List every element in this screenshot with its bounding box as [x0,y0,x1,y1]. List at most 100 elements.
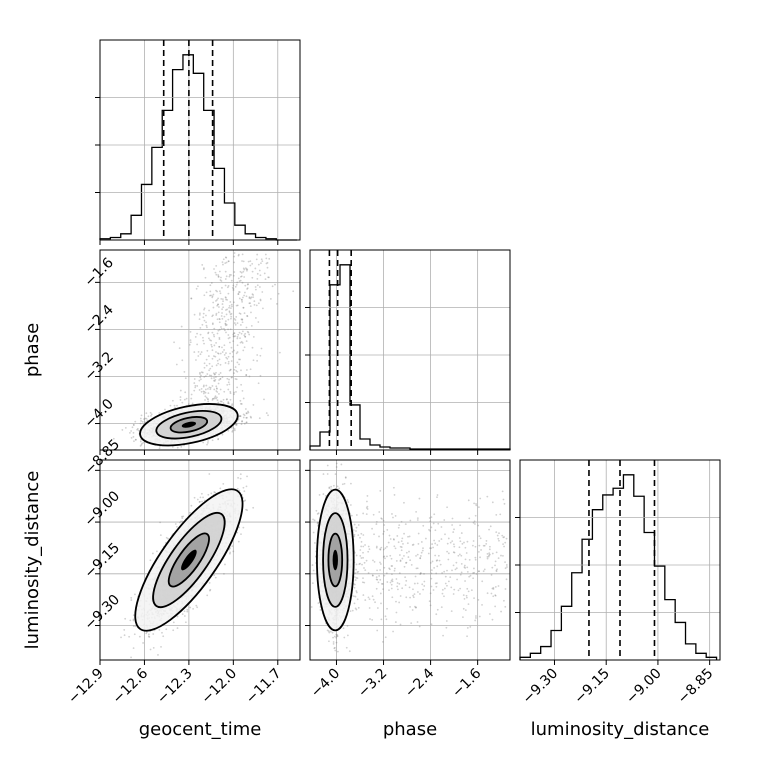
scatter-point [172,629,175,632]
scatter-point [205,358,208,361]
scatter-point [236,370,239,373]
scatter-point [227,402,229,405]
scatter-point [199,376,202,379]
scatter-point [196,498,199,501]
scatter-point [223,315,226,318]
scatter-point [259,274,262,277]
scatter-point [243,312,246,315]
scatter-point [218,328,221,331]
scatter-point [231,430,234,433]
scatter-point [233,391,236,394]
scatter-point [230,312,233,315]
scatter-point [250,311,252,314]
scatter-point [213,335,216,338]
scatter-point [202,336,204,339]
scatter-point [221,261,224,264]
scatter-point [203,362,206,365]
scatter-point [139,440,142,443]
scatter-point [235,352,238,355]
scatter-point [231,403,234,406]
scatter-point [198,318,201,321]
scatter-point [218,345,221,348]
scatter-point [244,332,247,335]
scatter-point [245,485,248,488]
scatter-point [213,344,216,347]
scatter-point [220,297,223,300]
scatter-point [221,298,224,301]
scatter-point [218,270,221,273]
scatter-point [181,359,184,362]
scatter-point [145,632,148,635]
scatter-point [252,359,255,362]
scatter-point [217,329,220,332]
scatter-point [112,437,115,440]
scatter-point [150,413,153,416]
scatter-point [201,264,204,266]
scatter-point [184,377,187,380]
scatter-point [147,415,150,418]
scatter-point [213,380,216,382]
scatter-point [216,303,219,306]
scatter-point [217,437,220,440]
scatter-point [167,537,169,540]
scatter-point [136,428,138,431]
scatter-point [243,414,246,417]
scatter-point [218,379,221,381]
scatter-point [229,301,232,303]
scatter-point [231,305,233,308]
scatter-point [176,446,179,449]
scatter-point [215,364,218,367]
scatter-point [252,294,255,296]
y-tick-label: −1.6 [82,255,117,290]
scatter-point [124,426,127,429]
scatter-point [239,275,242,278]
scatter-point [232,427,235,429]
scatter-point [256,253,259,256]
scatter-point [246,269,248,272]
scatter-point [132,647,135,650]
scatter-point [233,261,235,264]
scatter-point [151,552,154,555]
scatter-point [207,440,209,442]
scatter-point [238,291,240,293]
scatter-point [226,298,229,301]
scatter-point [232,333,235,336]
scatter-point [239,341,242,344]
scatter-point [238,415,241,418]
scatter-point [241,318,244,321]
scatter-point [184,391,187,394]
scatter-point [240,533,242,535]
scatter-point [236,335,239,338]
scatter-point [134,438,137,441]
scatter-point [191,402,194,405]
scatter-point [238,526,241,529]
scatter-point [246,283,249,286]
scatter-point [222,306,225,309]
scatter-point [253,303,256,306]
scatter-point [140,414,143,417]
scatter-point [204,391,207,394]
scatter-point [236,322,239,325]
scatter-point [255,258,258,261]
scatter-point [242,260,245,263]
scatter-point [232,274,235,277]
scatter-point [224,320,227,323]
scatter-point [239,477,242,480]
scatter-point [277,292,280,295]
scatter-point [259,286,261,288]
scatter-point [200,351,203,353]
scatter-point [120,636,122,639]
scatter-point [233,322,236,324]
scatter-point [184,621,187,624]
scatter-point [132,618,135,621]
scatter-point [227,360,230,363]
scatter-point [233,301,235,304]
scatter-point [203,384,205,387]
scatter-point [249,415,252,418]
scatter-point [143,418,145,420]
histogram-step [309,264,511,450]
scatter-point [241,296,244,299]
scatter-point [203,319,206,322]
scatter-point [242,526,245,529]
scatter-point [123,629,126,631]
